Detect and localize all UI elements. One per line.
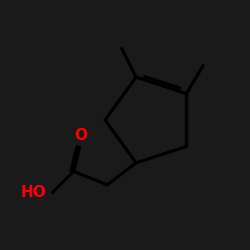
Text: O: O xyxy=(74,128,88,143)
Text: HO: HO xyxy=(20,185,46,200)
